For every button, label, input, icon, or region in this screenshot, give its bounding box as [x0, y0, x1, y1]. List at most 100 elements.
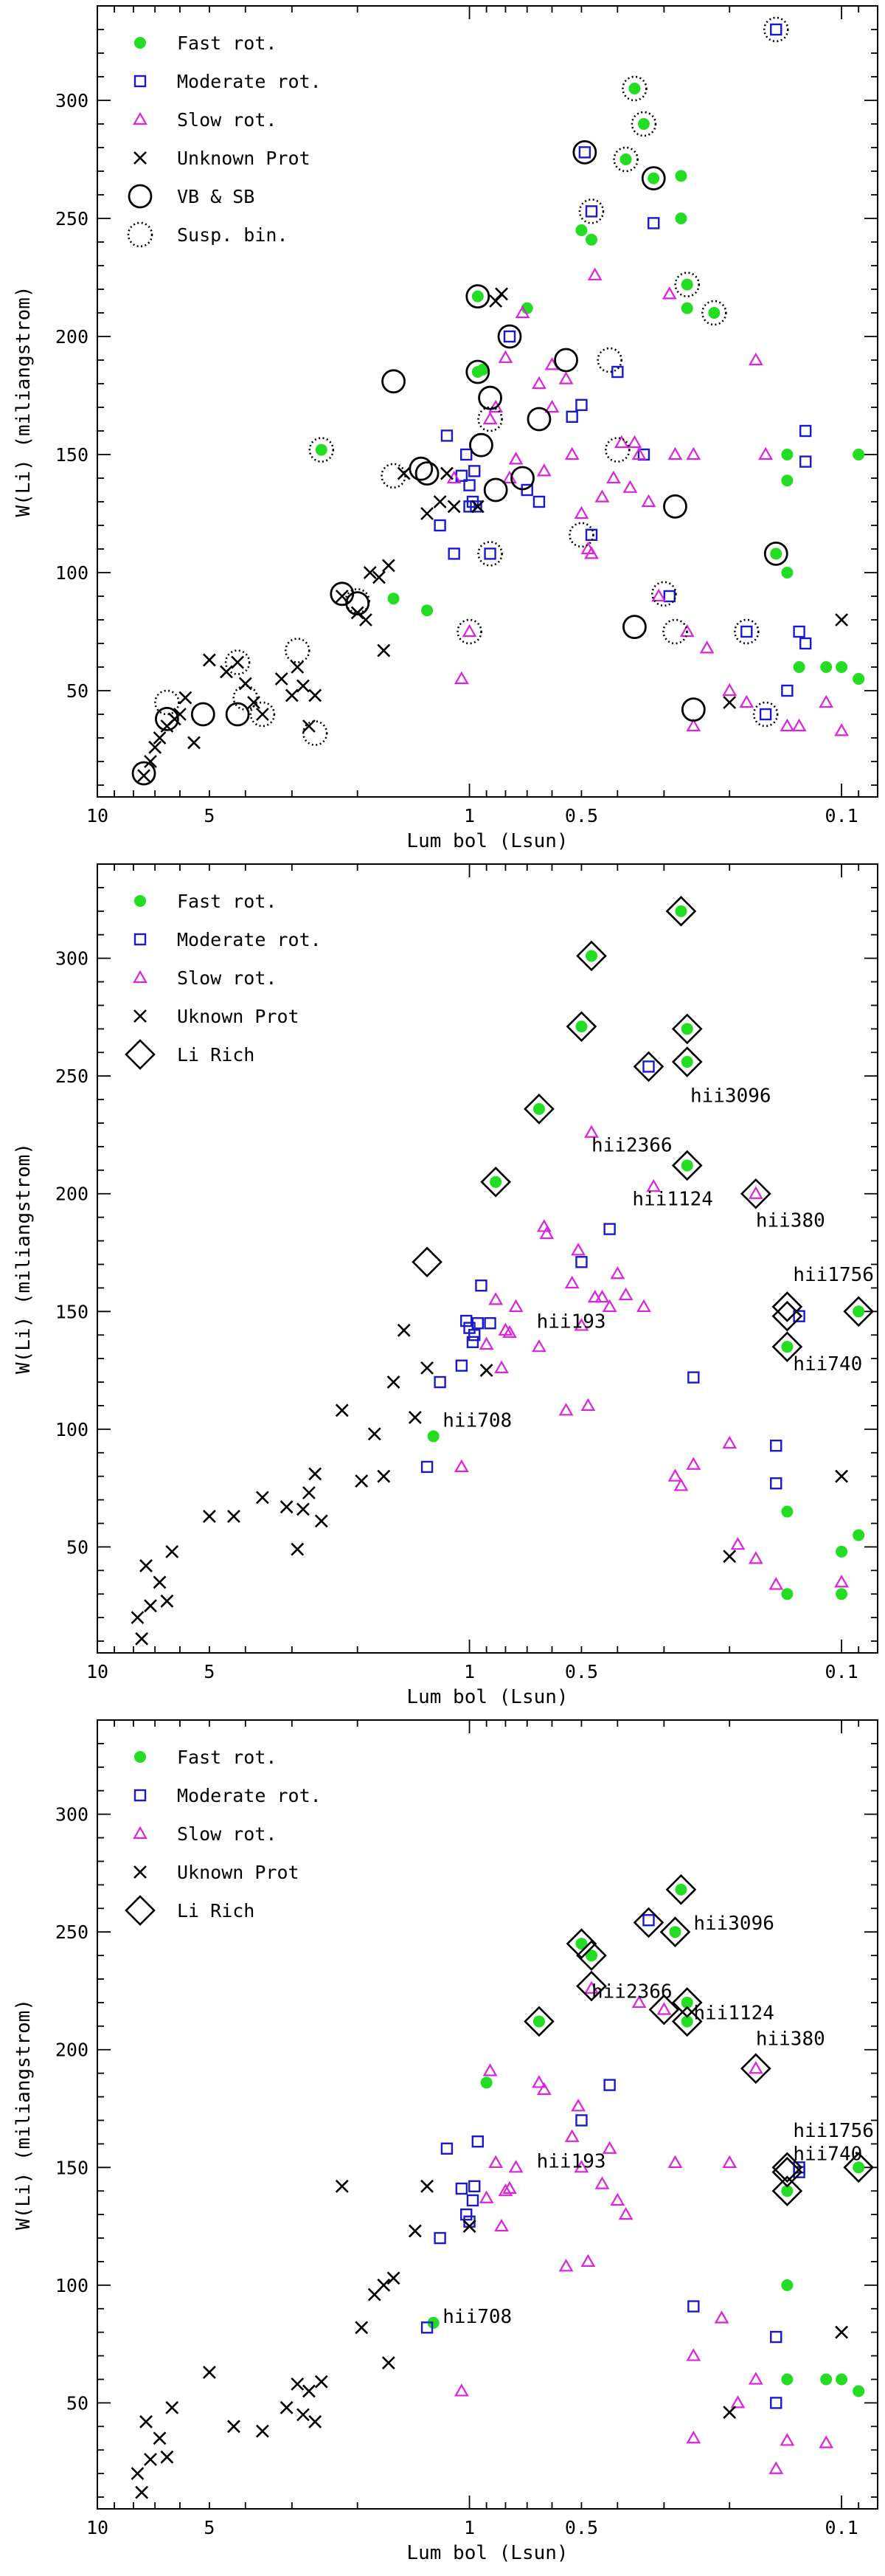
legend-label: Unknown Prot: [177, 148, 310, 169]
data-point: [227, 2420, 240, 2434]
data-point: [701, 300, 727, 326]
data-point: [566, 1011, 597, 1043]
data-point: [602, 2141, 617, 2154]
legend-label: Fast rot.: [177, 1747, 277, 1768]
legend-marker: [128, 184, 153, 209]
data-point: [572, 139, 597, 165]
data-point: [524, 1094, 555, 1125]
data-point: [455, 2182, 468, 2195]
data-point: [524, 2006, 555, 2037]
data-point: [770, 2330, 782, 2344]
data-point: [457, 618, 482, 645]
data-point: [440, 429, 454, 442]
data-point: [770, 1477, 782, 1490]
x-tick-label: 0.5: [565, 1661, 598, 1682]
data-point: [335, 2179, 349, 2193]
data-point: [483, 477, 508, 503]
data-point: [232, 685, 259, 711]
data-point: [460, 1314, 473, 1327]
x-tick-label: 0.5: [565, 2517, 598, 2538]
legend: Fast rot. Moderate rot. Slow rot. Uknown Pr…: [125, 1747, 322, 1926]
data-point: [820, 661, 833, 673]
data-point: [471, 2135, 484, 2148]
data-point: [468, 2180, 481, 2193]
data-point: [308, 2415, 322, 2428]
y-tick-label: 150: [55, 2157, 88, 2178]
data-point: [363, 566, 377, 579]
data-point: [377, 1469, 391, 1483]
y-tick-label: 300: [55, 948, 88, 970]
data-point: [165, 2400, 179, 2414]
data-point: [628, 83, 641, 94]
data-point: [843, 2152, 875, 2183]
data-point: [781, 2185, 794, 2197]
data-point: [515, 305, 530, 319]
data-point: [314, 1514, 328, 1528]
x-tick-label: 0.1: [825, 805, 858, 826]
data-point: [280, 2400, 294, 2414]
data-point: [468, 1329, 481, 1341]
data-point: [768, 1577, 784, 1590]
legend-label: Slow rot.: [177, 967, 277, 989]
data-point: [503, 330, 516, 343]
legend-marker: [125, 1039, 156, 1070]
data-point: [587, 267, 603, 280]
legend-marker: [134, 895, 146, 907]
x-tick-label: 0.1: [825, 2517, 858, 2538]
data-point: [730, 1536, 746, 1550]
data-point: [508, 1299, 524, 1313]
series-open-triangle: [446, 267, 849, 736]
data-point: [471, 366, 484, 378]
data-point: [131, 761, 156, 786]
data-point: [479, 2190, 494, 2203]
data-point: [681, 302, 693, 314]
data-point: [335, 1403, 349, 1418]
data-point: [566, 410, 578, 423]
legend-label: Li Rich: [177, 1044, 254, 1066]
data-point: [633, 1051, 664, 1082]
data-point: [584, 546, 599, 559]
y-axis-title: W(Li) (miliangstrom): [13, 1999, 35, 2230]
legend-marker: [133, 1789, 147, 1802]
data-point: [408, 1410, 422, 1424]
x-tick-label: 0.1: [825, 1661, 858, 1682]
data-point: [667, 1468, 683, 1482]
x-tick-label: 1: [464, 1661, 475, 1682]
data-point: [465, 359, 490, 384]
data-point: [770, 548, 782, 560]
data-point: [554, 348, 578, 373]
x-tick-label: 5: [204, 805, 215, 826]
star-annotation: hii1756: [793, 1264, 874, 1286]
data-point: [748, 352, 763, 366]
data-point: [781, 1341, 794, 1353]
data-point: [780, 2433, 795, 2446]
data-point: [714, 2310, 729, 2324]
data-point: [479, 1336, 494, 1350]
data-point: [771, 2156, 803, 2188]
data-point: [759, 708, 772, 721]
data-point: [420, 507, 434, 520]
data-point: [308, 688, 322, 702]
data-point: [427, 2316, 440, 2329]
data-point: [471, 1317, 484, 1330]
data-point: [669, 1926, 681, 1938]
data-point: [770, 23, 782, 36]
data-point: [763, 16, 789, 43]
data-point: [622, 615, 647, 639]
x-tick-label: 10: [86, 805, 108, 826]
data-point: [575, 1938, 588, 1950]
data-point: [575, 1021, 588, 1033]
data-point: [225, 702, 250, 727]
data-point: [835, 613, 849, 626]
data-point: [594, 489, 610, 503]
data-point: [387, 593, 400, 605]
data-point: [344, 588, 370, 614]
data-point: [381, 463, 406, 489]
data-point: [686, 1457, 701, 1470]
data-point: [447, 500, 461, 514]
legend-label: Moderate rot.: [177, 1785, 322, 1806]
y-tick-label: 150: [55, 1301, 88, 1322]
data-point: [681, 1023, 693, 1035]
data-point: [614, 435, 629, 449]
data-point: [620, 153, 632, 165]
